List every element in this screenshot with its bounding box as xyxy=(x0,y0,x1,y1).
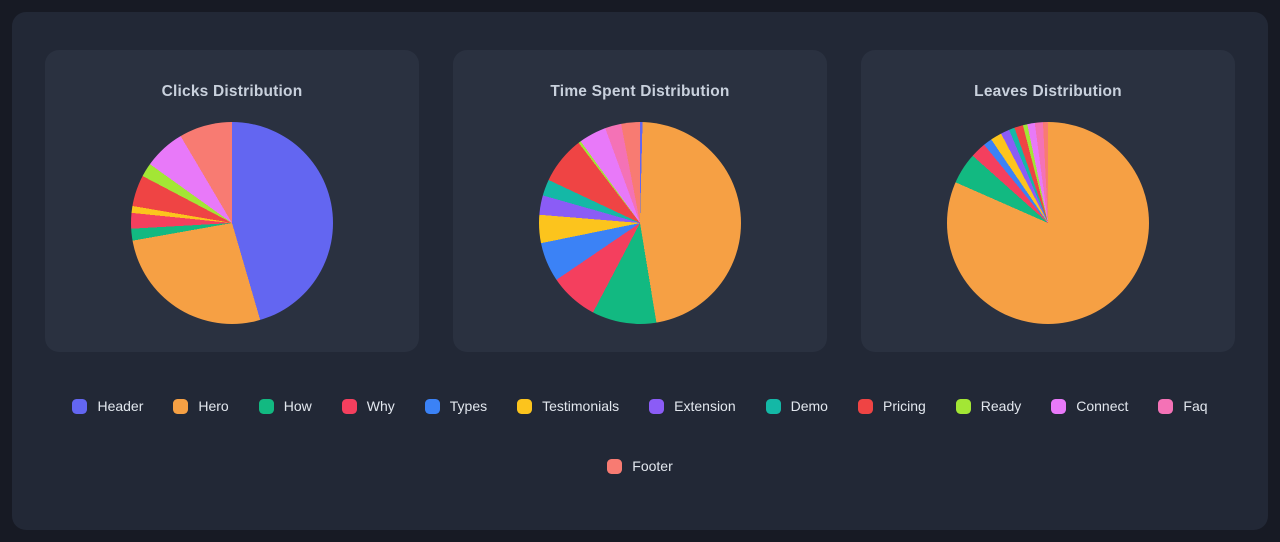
legend-label: Hero xyxy=(198,398,229,414)
pie-chart-leaves[interactable] xyxy=(947,122,1149,324)
legend-label: Footer xyxy=(632,458,673,474)
legend-label: Testimonials xyxy=(542,398,620,414)
legend-item-demo[interactable]: Demo xyxy=(765,398,828,414)
legend-item-footer[interactable]: Footer xyxy=(607,458,673,474)
legend-label: Why xyxy=(366,398,395,414)
legend-swatch-header xyxy=(72,398,88,414)
pie-chart-time-spent[interactable] xyxy=(539,122,741,324)
legend-label: Pricing xyxy=(882,398,926,414)
legend-item-faq[interactable]: Faq xyxy=(1158,398,1208,414)
legend-item-hero[interactable]: Hero xyxy=(173,398,229,414)
legend-swatch-types xyxy=(424,398,440,414)
legend-item-header[interactable]: Header xyxy=(72,398,143,414)
legend-label: Types xyxy=(449,398,488,414)
legend-label: How xyxy=(283,398,312,414)
legend-swatch-demo xyxy=(765,398,781,414)
legend-swatch-hero xyxy=(173,398,189,414)
chart-title-leaves: Leaves Distribution xyxy=(974,83,1122,100)
legend-swatch-how xyxy=(258,398,274,414)
legend-swatch-extension xyxy=(649,398,665,414)
legend-swatch-connect xyxy=(1051,398,1067,414)
legend-swatch-faq xyxy=(1158,398,1174,414)
legend-label: Ready xyxy=(980,398,1022,414)
legend-item-why[interactable]: Why xyxy=(341,398,395,414)
legend-swatch-footer xyxy=(607,458,623,474)
legend-swatch-pricing xyxy=(857,398,873,414)
legend-item-testimonials[interactable]: Testimonials xyxy=(517,398,619,414)
pie-chart-clicks[interactable] xyxy=(131,122,333,324)
legend-label: Extension xyxy=(674,398,736,414)
legend-row-1: Header Hero How Why Types Testimonials Extensi… xyxy=(12,398,1268,414)
chart-title-time-spent: Time Spent Distribution xyxy=(550,83,730,100)
legend-swatch-ready xyxy=(955,398,971,414)
legend-item-pricing[interactable]: Pricing xyxy=(857,398,926,414)
legend-row-2: Footer xyxy=(12,458,1268,474)
legend-item-how[interactable]: How xyxy=(258,398,312,414)
legend-label: Header xyxy=(97,398,144,414)
chart-title-clicks: Clicks Distribution xyxy=(161,83,303,100)
legend-item-ready[interactable]: Ready xyxy=(955,398,1022,414)
chart-card-leaves: Leaves Distribution xyxy=(861,50,1235,352)
legend-item-extension[interactable]: Extension xyxy=(649,398,736,414)
chart-cards: Clicks Distribution Time Spent Distribut… xyxy=(12,12,1268,352)
legend-item-connect[interactable]: Connect xyxy=(1051,398,1128,414)
legend-swatch-why xyxy=(341,398,357,414)
chart-legend: Header Hero How Why Types Testimonials Extensi… xyxy=(12,398,1268,474)
legend-label: Demo xyxy=(790,398,828,414)
legend-label: Connect xyxy=(1076,398,1129,414)
chart-card-time-spent: Time Spent Distribution xyxy=(453,50,827,352)
chart-card-clicks: Clicks Distribution xyxy=(45,50,419,352)
charts-panel: Clicks Distribution Time Spent Distribut… xyxy=(12,12,1268,530)
legend-item-types[interactable]: Types xyxy=(424,398,488,414)
legend-label: Faq xyxy=(1183,398,1208,414)
legend-swatch-testimonials xyxy=(517,398,533,414)
